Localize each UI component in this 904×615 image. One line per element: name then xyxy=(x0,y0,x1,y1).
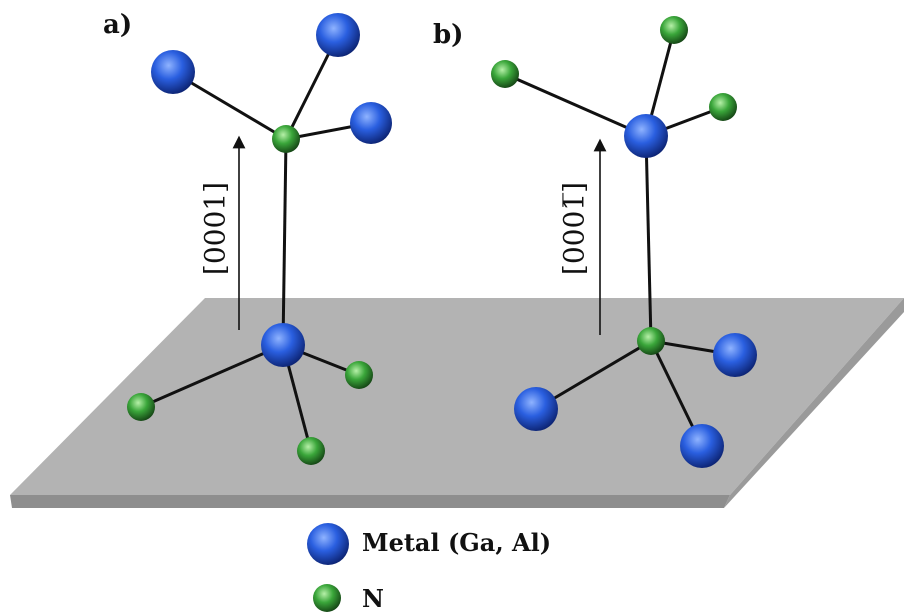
legend-nitrogen: N xyxy=(350,584,384,613)
metal-atom xyxy=(151,50,195,94)
legend-metal-icon xyxy=(307,523,349,565)
legend-nitrogen-icon xyxy=(313,584,341,612)
nitrogen-atom xyxy=(491,60,519,88)
panel-b-label: b) xyxy=(433,20,464,50)
legend-metal: Metal (Ga, Al) xyxy=(350,528,551,557)
nitrogen-atom xyxy=(637,327,665,355)
metal-atom xyxy=(261,323,305,367)
metal-atom xyxy=(680,424,724,468)
nitrogen-atom xyxy=(297,437,325,465)
metal-atom xyxy=(350,102,392,144)
nitrogen-atom xyxy=(127,393,155,421)
metal-atom xyxy=(624,114,668,158)
metal-atom xyxy=(316,13,360,57)
nitrogen-atom xyxy=(345,361,373,389)
legend-nitrogen-label: N xyxy=(362,584,384,613)
direction-label-b-text: [0001̅] xyxy=(557,181,591,276)
direction-label-b: [0001̅] xyxy=(558,179,591,279)
panel-b-atoms xyxy=(491,16,757,468)
nitrogen-atom xyxy=(709,93,737,121)
legend-metal-label: Metal (Ga, Al) xyxy=(362,528,552,557)
nitrogen-atom xyxy=(272,125,300,153)
metal-atom xyxy=(514,387,558,431)
panel-a-label: a) xyxy=(103,10,133,40)
nitrogen-atom xyxy=(660,16,688,44)
direction-label-a: [0001] xyxy=(198,181,232,276)
metal-atom xyxy=(713,333,757,377)
panel-a-atoms xyxy=(127,13,392,465)
